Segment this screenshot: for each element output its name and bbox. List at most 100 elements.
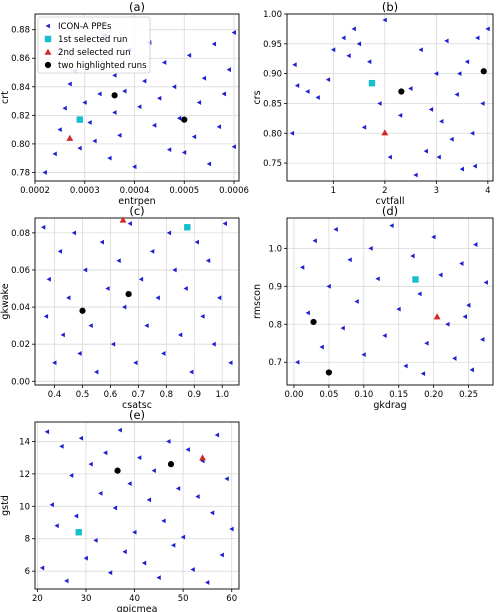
ppe-point <box>462 314 467 320</box>
y-tick-label: 0.04 <box>11 303 30 313</box>
ppe-point <box>161 351 166 356</box>
ppe-point <box>444 38 449 44</box>
ppe-point <box>180 534 186 540</box>
ppe-point <box>377 101 382 106</box>
legend-label: two highlighted runs <box>58 61 147 71</box>
y-tick-label: 10 <box>19 502 30 512</box>
x-tick-label: 0.4 <box>48 390 62 400</box>
ppe-point <box>483 280 488 285</box>
ppe-point <box>52 360 57 366</box>
ppe-point <box>149 249 155 254</box>
y-axis-label: crt <box>0 91 11 104</box>
plot-frame <box>34 421 240 590</box>
ppe-point <box>397 112 403 118</box>
ppe-point <box>190 567 195 572</box>
x-tick-label: 0.6 <box>104 390 118 400</box>
ppe-point <box>185 447 190 452</box>
y-tick-label: 0.85 <box>263 99 282 109</box>
legend-label: 1st selected run <box>58 35 127 45</box>
y-axis-label: crs <box>252 90 263 104</box>
ppe-point <box>132 164 137 170</box>
x-tick-label: 0.0002 <box>20 186 50 196</box>
legend-box <box>37 16 151 74</box>
ppe-point <box>325 77 331 83</box>
ppe-point <box>98 490 103 496</box>
y-tick-label: 14 <box>19 437 30 447</box>
y-tick-label: 1.0 <box>268 244 282 254</box>
ppe-point <box>211 341 216 347</box>
ppe-point <box>480 101 485 106</box>
y-tick-label: 0.06 <box>11 266 30 276</box>
y-axis-label: gkwake <box>0 283 11 319</box>
ppe-point <box>83 555 88 561</box>
highlighted-run-marker <box>398 88 405 95</box>
ppe-point <box>142 78 147 84</box>
x-tick-label: 0.15 <box>389 390 408 400</box>
ppe-point <box>175 486 181 491</box>
ppe-point <box>177 332 183 338</box>
legend-label: 2nd selected run <box>58 48 131 58</box>
x-axis-label: csatsc <box>122 400 152 411</box>
ppe-point <box>60 332 65 338</box>
ppe-point <box>39 565 45 571</box>
y-tick-label: 0.90 <box>263 70 282 80</box>
ppe-point <box>117 427 122 433</box>
x-tick-label: 0.5 <box>76 390 90 400</box>
y-tick-label: 0.84 <box>11 83 30 93</box>
ppe-point <box>156 95 162 101</box>
second-selected-marker <box>199 454 206 461</box>
y-tick-label: 6 <box>25 567 30 577</box>
y-tick-label: 0.75 <box>263 159 282 169</box>
panel-d: 0.00 0.05 0.10 0.15 0.20 0.25 0.7 0.8 0.9 1.0 (d) g… <box>252 204 494 411</box>
ppe-point <box>87 120 92 125</box>
panel-title: (a) <box>129 0 145 14</box>
y-axis-label: rmscon <box>252 284 263 319</box>
ppe-point <box>356 41 362 47</box>
ppe-point <box>112 72 117 78</box>
first-selected-marker <box>76 116 83 123</box>
ppe-point <box>155 295 160 301</box>
x-axis-label: gkdrag <box>373 400 406 411</box>
legend-highlight-marker <box>44 61 52 69</box>
second-selected-marker <box>119 216 127 223</box>
ppe-point <box>82 267 88 273</box>
ppe-point <box>228 360 233 366</box>
ppe-point <box>73 513 79 519</box>
x-tick-label: 0.8 <box>160 390 174 400</box>
ppe-point <box>110 341 116 347</box>
ppe-point <box>224 476 229 482</box>
ppe-point <box>396 306 401 312</box>
y-tick-label: 8 <box>25 535 30 545</box>
ppe-point <box>211 41 217 47</box>
ppe-point <box>305 310 310 316</box>
highlighted-run-marker <box>111 92 118 99</box>
y-axis-label: gstd <box>0 495 11 516</box>
x-tick-label: 2 <box>382 186 387 196</box>
y-tick-label: 12 <box>19 470 30 480</box>
ppe-point <box>71 230 77 236</box>
x-tick-label: 1 <box>331 186 336 196</box>
ppe-point <box>201 75 207 81</box>
ppe-point <box>49 502 54 508</box>
ppe-point <box>231 30 236 35</box>
ppe-point <box>341 35 346 41</box>
x-axis-label: gpicmea <box>117 604 158 612</box>
panel-c: 0.4 0.5 0.6 0.7 0.8 0.9 1.0 0.00 0.02 0.04 0.06 0.0… <box>0 204 240 411</box>
ppe-point <box>209 510 215 516</box>
ppe-point <box>77 351 82 356</box>
y-tick-label: 0.7 <box>268 358 282 368</box>
ppe-point <box>132 529 137 535</box>
y-tick-label: 0.86 <box>11 54 30 64</box>
legend-first-marker <box>44 35 52 43</box>
ppe-point <box>88 461 93 467</box>
legend-label: ICON-A PPEs <box>58 22 112 32</box>
ppe-point <box>330 47 336 53</box>
x-tick-label: 0.7 <box>132 390 146 400</box>
ppe-point <box>122 549 127 555</box>
ppe-point <box>57 127 62 133</box>
ppe-point <box>166 147 172 152</box>
ppe-point <box>361 352 366 358</box>
ppe-point <box>62 105 67 111</box>
x-axis-label: cvtfall <box>375 196 404 207</box>
ppe-point <box>464 59 470 65</box>
